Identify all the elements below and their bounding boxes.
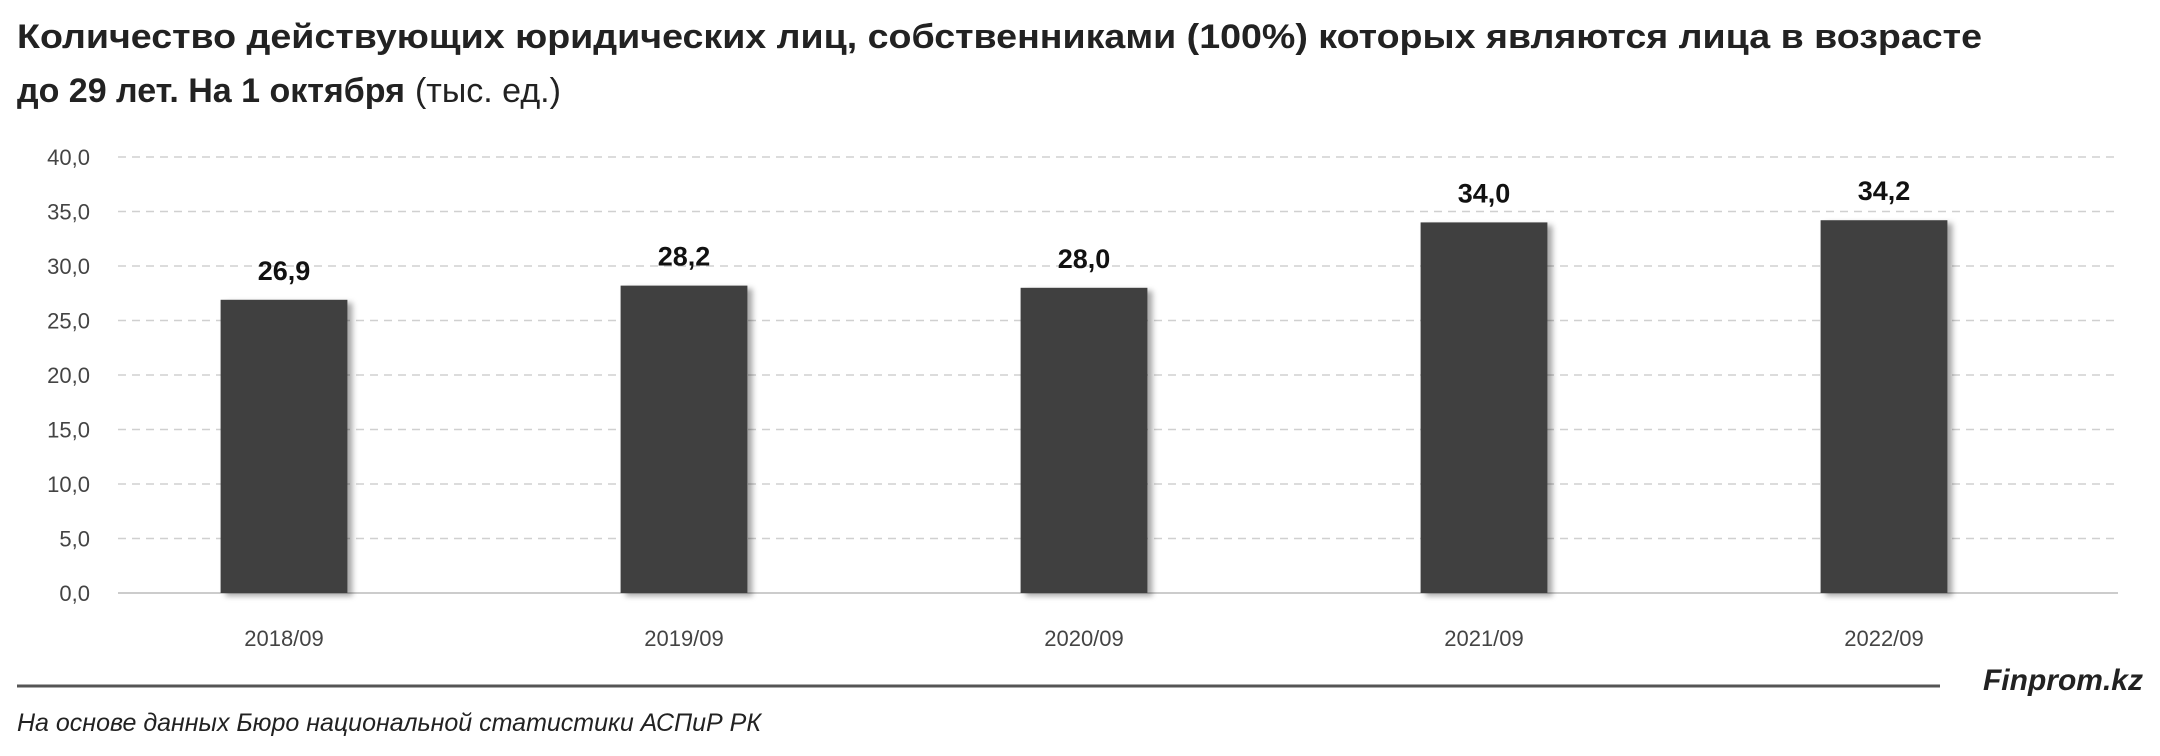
brand: Finprom.kz xyxy=(1983,664,2143,697)
y-tick-label: 35,0 xyxy=(47,200,90,225)
bar xyxy=(220,299,348,593)
chart-title: Количество действующих юридических лиц, … xyxy=(17,18,1982,56)
value-label: 34,2 xyxy=(1858,176,1911,206)
chart-unit: (тыс. ед.) xyxy=(415,72,561,110)
y-tick-label: 30,0 xyxy=(47,254,90,279)
x-tick-label: 2022/09 xyxy=(1844,626,1924,651)
value-label: 28,2 xyxy=(658,242,711,272)
x-tick-label: 2019/09 xyxy=(644,626,724,651)
y-tick-label: 40,0 xyxy=(47,145,90,170)
source-note: На основе данных Бюро национальной стати… xyxy=(17,709,762,737)
bar xyxy=(1020,287,1148,593)
value-label: 28,0 xyxy=(1058,244,1111,274)
chart-title: до 29 лет. На 1 октября xyxy=(17,72,405,110)
x-tick-label: 2021/09 xyxy=(1444,626,1524,651)
y-tick-label: 25,0 xyxy=(47,309,90,334)
value-label: 34,0 xyxy=(1458,178,1511,208)
chart-title-line: до 29 лет. На 1 октября (тыс. ед.) xyxy=(17,72,561,110)
value-label: 26,9 xyxy=(258,256,311,286)
y-tick-label: 0,0 xyxy=(59,581,90,606)
y-tick-label: 20,0 xyxy=(47,363,90,388)
y-tick-label: 5,0 xyxy=(59,527,90,552)
x-tick-label: 2020/09 xyxy=(1044,626,1124,651)
bar xyxy=(1820,220,1948,593)
x-tick-label: 2018/09 xyxy=(244,626,324,651)
bar xyxy=(620,285,748,593)
y-tick-label: 15,0 xyxy=(47,418,90,443)
y-tick-label: 10,0 xyxy=(47,472,90,497)
bar xyxy=(1420,222,1548,593)
